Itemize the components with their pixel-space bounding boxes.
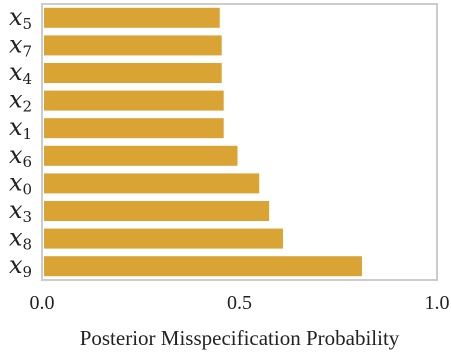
category-label-x1: x1 <box>9 113 32 143</box>
x-tick-labels-group: 0.0 0.5 1.0 <box>30 292 450 314</box>
category-label-x2: x2 <box>9 86 32 116</box>
bar-x1 <box>44 118 224 139</box>
bar-x7 <box>44 35 222 56</box>
x-tick-label: 0.0 <box>30 292 55 314</box>
plot-frame <box>41 3 438 281</box>
category-label-x5: x5 <box>9 3 32 33</box>
category-label-x8: x8 <box>9 224 32 254</box>
category-label-x0: x0 <box>9 168 32 198</box>
bar-x8 <box>44 228 283 249</box>
category-label-x3: x3 <box>9 196 32 226</box>
bar-x3 <box>44 201 270 221</box>
category-label-x7: x7 <box>9 30 32 60</box>
x-tick-label: 0.5 <box>227 292 252 314</box>
bar-x5 <box>44 7 220 28</box>
category-label-x6: x6 <box>9 141 32 171</box>
x-axis-title: Posterior Misspecification Probability <box>80 326 400 350</box>
bar-x0 <box>44 173 260 194</box>
bars-group <box>44 7 362 277</box>
x-tick-label: 1.0 <box>425 292 450 314</box>
bar-x6 <box>44 145 238 166</box>
bar-x9 <box>44 256 362 277</box>
category-label-x4: x4 <box>9 58 32 88</box>
category-label-x9: x9 <box>9 251 32 281</box>
bar-x4 <box>44 63 222 83</box>
bar-x2 <box>44 90 224 111</box>
